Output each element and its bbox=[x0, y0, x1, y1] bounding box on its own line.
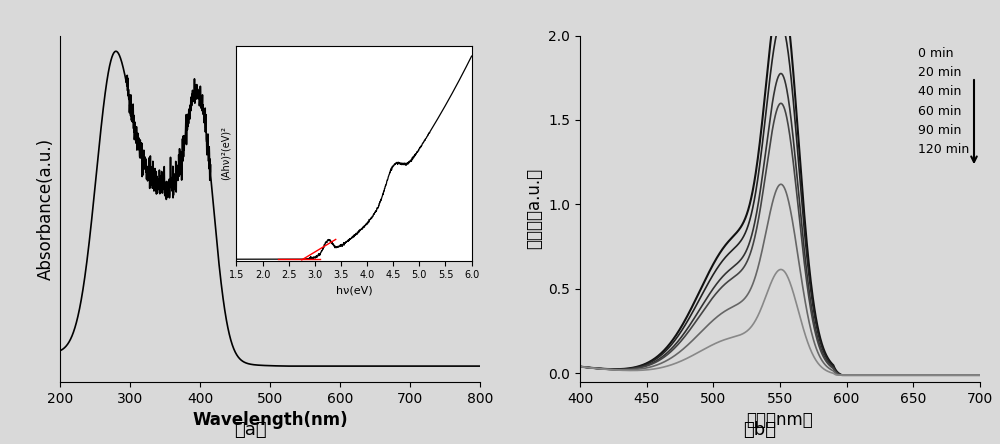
X-axis label: Wavelength(nm): Wavelength(nm) bbox=[192, 411, 348, 429]
Y-axis label: Absorbance(a.u.): Absorbance(a.u.) bbox=[36, 138, 54, 280]
Text: （b）: （b） bbox=[744, 421, 776, 439]
Text: （a）: （a） bbox=[234, 421, 266, 439]
Legend: 0 min, 20 min, 40 min, 60 min, 90 min, 120 min: 0 min, 20 min, 40 min, 60 min, 90 min, 1… bbox=[912, 42, 974, 161]
Y-axis label: 吸光度（a.u.）: 吸光度（a.u.） bbox=[525, 168, 543, 249]
X-axis label: 波长（nm）: 波长（nm） bbox=[747, 411, 813, 429]
